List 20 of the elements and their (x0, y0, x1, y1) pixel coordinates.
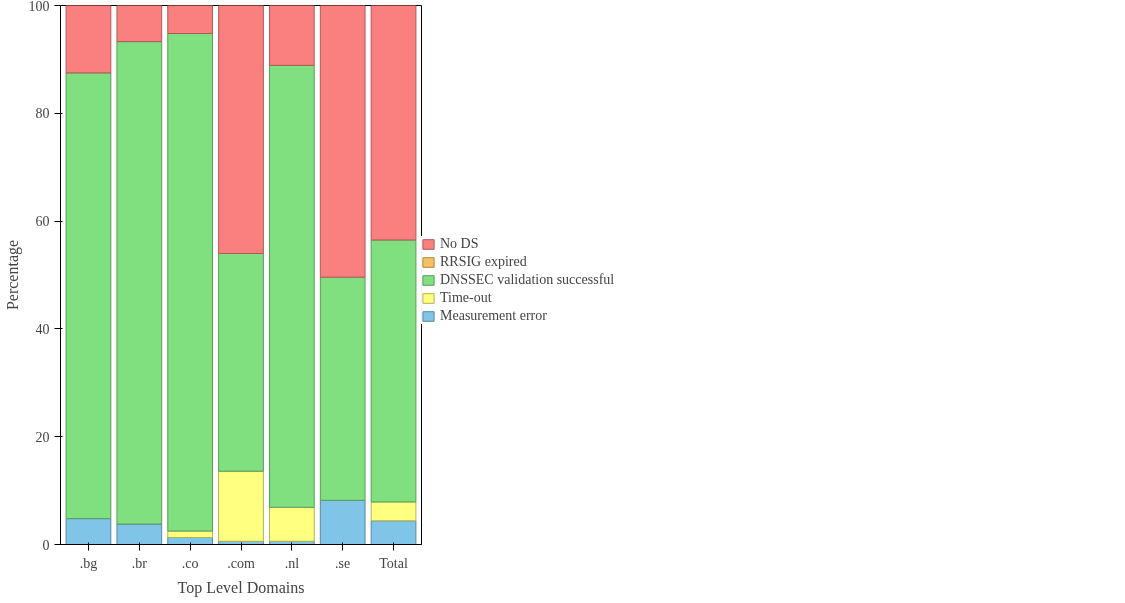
y-tick-label: 80 (35, 106, 50, 122)
legend-label: Measurement error (440, 308, 547, 324)
x-tick-label: .co (181, 555, 199, 571)
x-tick-label: Total (379, 555, 408, 571)
x-tick-label: .nl (284, 555, 300, 571)
legend-label: Time-out (440, 290, 492, 306)
y-tick-label: 40 (35, 321, 50, 337)
x-tick-label: .se (335, 555, 351, 571)
x-tick-label: .bg (79, 555, 98, 571)
x-tick-label: .com (227, 555, 255, 571)
y-tick-label: 100 (28, 0, 50, 14)
x-axis-title: Top Level Domains (177, 578, 305, 597)
legend-label: RRSIG expired (440, 254, 527, 270)
y-tick-label: 60 (35, 214, 50, 230)
x-tick-label: .br (131, 555, 148, 571)
y-tick-label: 0 (42, 537, 50, 553)
legend-label: No DS (440, 236, 479, 252)
legend-label: DNSSEC validation successful (440, 272, 615, 288)
y-tick-label: 20 (35, 429, 50, 445)
y-axis-title: Percentage (3, 239, 22, 311)
